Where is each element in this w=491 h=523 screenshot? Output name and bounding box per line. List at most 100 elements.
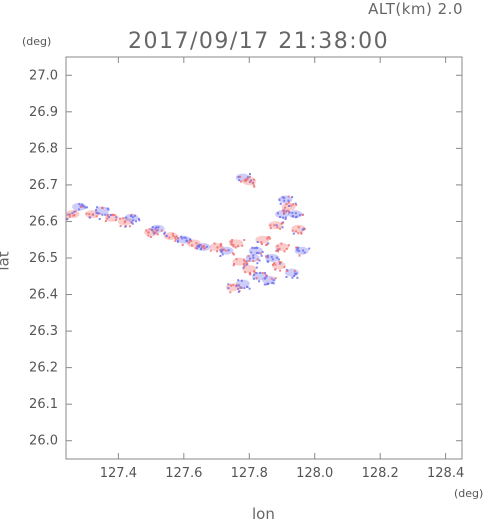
data-cluster (275, 209, 289, 220)
data-point (276, 248, 279, 251)
data-point (260, 243, 263, 246)
data-point (195, 242, 198, 245)
data-point (168, 236, 171, 239)
data-point (255, 251, 258, 254)
data-point (277, 212, 279, 215)
data-cluster (261, 275, 277, 286)
data-point (78, 203, 81, 206)
data-point (287, 201, 290, 204)
data-cluster (219, 246, 235, 257)
data-point (151, 229, 153, 232)
x-tick-label: 127.8 (231, 466, 268, 481)
data-point (106, 214, 109, 217)
data-point (157, 226, 160, 229)
data-cluster (275, 242, 290, 253)
data-point (113, 214, 116, 217)
data-point (189, 238, 191, 241)
data-point (274, 268, 277, 271)
data-point (239, 286, 242, 289)
data-point (171, 232, 174, 235)
data-point (258, 259, 261, 262)
data-cluster (284, 268, 299, 279)
data-point (287, 195, 290, 198)
data-point (91, 213, 94, 216)
data-point (233, 262, 235, 265)
data-point (174, 237, 177, 240)
data-point (249, 173, 251, 176)
data-point (259, 252, 262, 255)
data-point (303, 251, 306, 254)
data-point (97, 212, 100, 215)
data-point (81, 203, 84, 206)
data-point (81, 204, 84, 207)
data-point (286, 270, 289, 272)
data-point (285, 276, 288, 278)
data-point (106, 207, 109, 210)
data-point (230, 284, 232, 287)
data-point (237, 290, 240, 293)
data-point (220, 248, 223, 251)
data-point (294, 202, 297, 205)
data-point (292, 203, 295, 206)
data-point (104, 213, 107, 216)
y-tick-label: 26.6 (29, 214, 58, 229)
data-point (266, 254, 269, 257)
data-point (96, 206, 99, 209)
data-point (71, 212, 74, 215)
data-cluster (245, 254, 261, 265)
data-point (265, 283, 268, 286)
data-point (279, 227, 282, 230)
data-point (66, 218, 69, 221)
data-point (163, 231, 166, 234)
y-tick-label: 26.7 (29, 178, 58, 193)
data-point (248, 259, 251, 262)
data-cluster (225, 283, 242, 294)
data-cluster (163, 232, 180, 242)
data-point (248, 180, 251, 183)
data-point (101, 213, 104, 216)
data-point (253, 271, 256, 274)
data-point (149, 236, 152, 238)
data-point (237, 245, 240, 248)
data-point (131, 222, 134, 225)
data-cluster (95, 206, 110, 216)
data-point (156, 228, 159, 231)
data-point (280, 242, 283, 245)
y-tick-label: 26.1 (29, 397, 58, 412)
data-point (274, 263, 277, 266)
data-point (135, 220, 137, 223)
data-point (237, 279, 240, 282)
data-point (176, 239, 179, 242)
data-point (295, 246, 298, 249)
data-cluster (232, 257, 249, 268)
data-point (281, 226, 284, 229)
data-point (220, 243, 223, 246)
data-point (239, 175, 242, 178)
data-point (255, 272, 258, 275)
data-point (198, 243, 201, 246)
data-point (68, 215, 71, 218)
data-point (287, 209, 290, 212)
data-cluster (271, 260, 286, 272)
data-point (235, 258, 238, 261)
data-point (190, 240, 193, 242)
data-point (261, 272, 264, 274)
data-point (183, 236, 186, 239)
data-cluster (265, 254, 280, 263)
data-point (263, 283, 266, 286)
data-point (245, 178, 248, 181)
data-point (249, 257, 251, 260)
data-point (137, 217, 140, 220)
data-point (163, 232, 166, 235)
data-point (95, 212, 98, 214)
data-point (272, 282, 275, 285)
data-point (155, 226, 158, 229)
data-point (290, 204, 293, 207)
data-point (277, 258, 280, 261)
data-point (88, 213, 91, 216)
data-point (247, 255, 250, 258)
data-point (243, 265, 246, 268)
data-point (269, 224, 272, 227)
data-point (165, 235, 168, 237)
